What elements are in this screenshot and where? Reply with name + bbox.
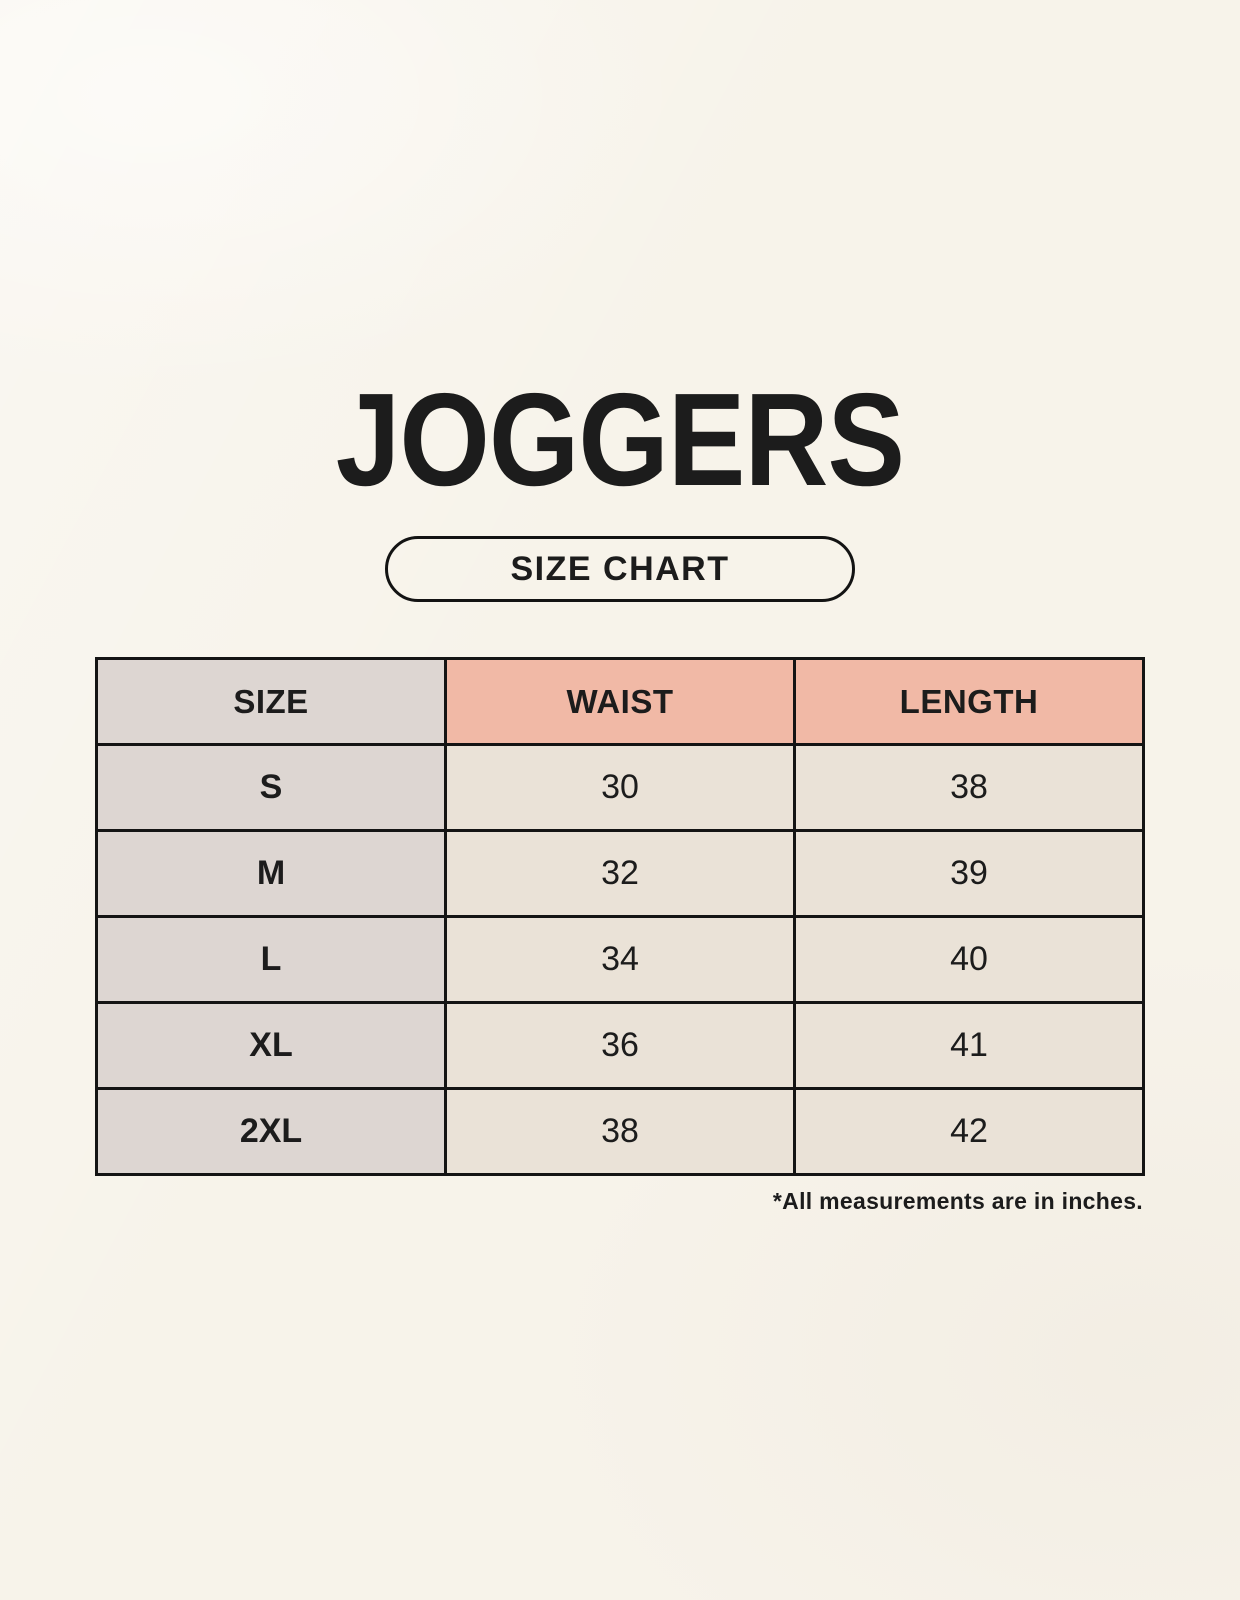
cell-size: 2XL: [95, 1087, 447, 1176]
page-title: JOGGERS: [0, 0, 1240, 506]
size-chart-badge: SIZE CHART: [385, 536, 855, 602]
cell-waist: 36: [444, 1001, 796, 1090]
cell-length: 38: [793, 743, 1145, 832]
cell-size: M: [95, 829, 447, 918]
cell-waist: 34: [444, 915, 796, 1004]
cell-length: 40: [793, 915, 1145, 1004]
cell-size: S: [95, 743, 447, 832]
cell-waist: 38: [444, 1087, 796, 1176]
cell-size: L: [95, 915, 447, 1004]
column-header-waist: WAIST: [444, 657, 796, 746]
page-title-text: JOGGERS: [335, 366, 905, 513]
size-chart-badge-label: SIZE CHART: [510, 549, 730, 588]
size-table-row: 2XL 38 42: [95, 1087, 1145, 1176]
cell-waist: 32: [444, 829, 796, 918]
column-header-size: SIZE: [95, 657, 447, 746]
cell-waist: 30: [444, 743, 796, 832]
column-header-length: LENGTH: [793, 657, 1145, 746]
cell-length: 41: [793, 1001, 1145, 1090]
size-table-row: S 30 38: [95, 743, 1145, 832]
size-table-header-row: SIZE WAIST LENGTH: [95, 657, 1145, 746]
measurement-note: *All measurements are in inches.: [772, 1188, 1143, 1214]
size-table-row: XL 36 41: [95, 1001, 1145, 1090]
size-table-body: S 30 38 M 32 39 L 34 40 XL 36 41 2XL 38 …: [95, 743, 1145, 1176]
size-table: SIZE WAIST LENGTH S 30 38 M 32 39 L 34 4…: [95, 657, 1145, 1176]
size-table-row: L 34 40: [95, 915, 1145, 1004]
size-table-row: M 32 39: [95, 829, 1145, 918]
cell-length: 42: [793, 1087, 1145, 1176]
cell-size: XL: [95, 1001, 447, 1090]
cell-length: 39: [793, 829, 1145, 918]
